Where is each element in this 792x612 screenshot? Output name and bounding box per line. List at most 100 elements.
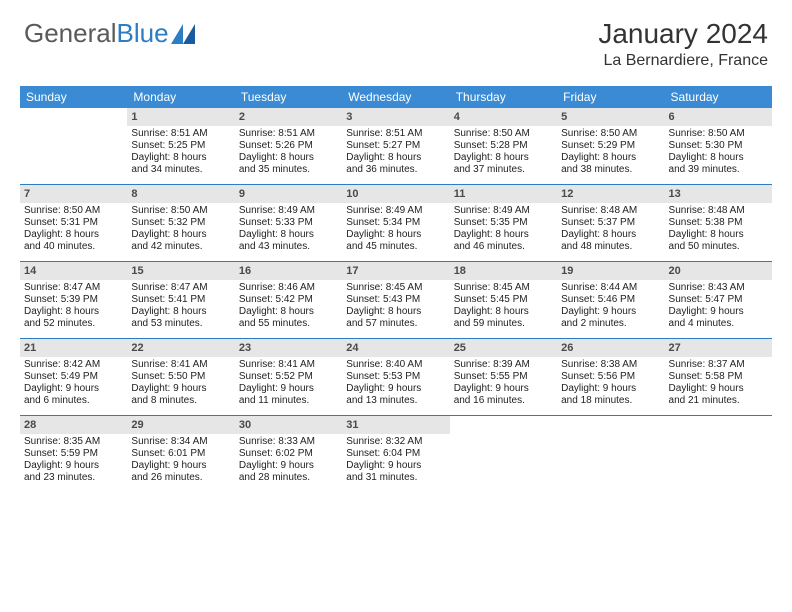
calendar-cell: 20Sunrise: 8:43 AMSunset: 5:47 PMDayligh… (665, 262, 772, 338)
day-details: Sunrise: 8:46 AMSunset: 5:42 PMDaylight:… (235, 280, 342, 334)
sunset-text: Sunset: 5:26 PM (239, 140, 338, 152)
calendar-header-row: SundayMondayTuesdayWednesdayThursdayFrid… (20, 86, 772, 108)
daylight-text: and 11 minutes. (239, 395, 338, 407)
day-details: Sunrise: 8:48 AMSunset: 5:37 PMDaylight:… (557, 203, 664, 257)
calendar-week: 28Sunrise: 8:35 AMSunset: 5:59 PMDayligh… (20, 416, 772, 492)
sunset-text: Sunset: 5:59 PM (24, 448, 123, 460)
sunset-text: Sunset: 5:32 PM (131, 217, 230, 229)
daylight-text: Daylight: 8 hours (239, 152, 338, 164)
logo-text-gray: General (24, 18, 117, 49)
daylight-text: and 16 minutes. (454, 395, 553, 407)
sunset-text: Sunset: 5:42 PM (239, 294, 338, 306)
day-number: 27 (665, 339, 772, 357)
daylight-text: and 2 minutes. (561, 318, 660, 330)
sunrise-text: Sunrise: 8:50 AM (669, 128, 768, 140)
sunrise-text: Sunrise: 8:42 AM (24, 359, 123, 371)
sunset-text: Sunset: 6:01 PM (131, 448, 230, 460)
daylight-text: Daylight: 8 hours (561, 152, 660, 164)
daylight-text: Daylight: 9 hours (239, 460, 338, 472)
day-number: 10 (342, 185, 449, 203)
daylight-text: Daylight: 8 hours (669, 229, 768, 241)
location-label: La Bernardiere, France (598, 52, 768, 70)
sunset-text: Sunset: 5:29 PM (561, 140, 660, 152)
calendar-cell: 25Sunrise: 8:39 AMSunset: 5:55 PMDayligh… (450, 339, 557, 415)
calendar-cell: 30Sunrise: 8:33 AMSunset: 6:02 PMDayligh… (235, 416, 342, 492)
day-number: 19 (557, 262, 664, 280)
calendar-cell: 2Sunrise: 8:51 AMSunset: 5:26 PMDaylight… (235, 108, 342, 184)
day-number: 22 (127, 339, 234, 357)
day-number: 16 (235, 262, 342, 280)
day-number: 5 (557, 108, 664, 126)
sunrise-text: Sunrise: 8:47 AM (131, 282, 230, 294)
calendar-cell: 1Sunrise: 8:51 AMSunset: 5:25 PMDaylight… (127, 108, 234, 184)
sunrise-text: Sunrise: 8:41 AM (239, 359, 338, 371)
sunrise-text: Sunrise: 8:40 AM (346, 359, 445, 371)
sunrise-text: Sunrise: 8:37 AM (669, 359, 768, 371)
day-details: Sunrise: 8:37 AMSunset: 5:58 PMDaylight:… (665, 357, 772, 411)
daylight-text: Daylight: 9 hours (669, 383, 768, 395)
day-number: 3 (342, 108, 449, 126)
calendar-cell: 6Sunrise: 8:50 AMSunset: 5:30 PMDaylight… (665, 108, 772, 184)
sunrise-text: Sunrise: 8:38 AM (561, 359, 660, 371)
day-number: 8 (127, 185, 234, 203)
calendar-cell: 13Sunrise: 8:48 AMSunset: 5:38 PMDayligh… (665, 185, 772, 261)
daylight-text: Daylight: 8 hours (24, 229, 123, 241)
daylight-text: and 46 minutes. (454, 241, 553, 253)
sunrise-text: Sunrise: 8:39 AM (454, 359, 553, 371)
day-details: Sunrise: 8:49 AMSunset: 5:35 PMDaylight:… (450, 203, 557, 257)
day-number: 2 (235, 108, 342, 126)
sunrise-text: Sunrise: 8:44 AM (561, 282, 660, 294)
daylight-text: and 36 minutes. (346, 164, 445, 176)
sunset-text: Sunset: 5:53 PM (346, 371, 445, 383)
sunset-text: Sunset: 5:55 PM (454, 371, 553, 383)
calendar-cell: . (557, 416, 664, 492)
daylight-text: Daylight: 9 hours (454, 383, 553, 395)
sunrise-text: Sunrise: 8:41 AM (131, 359, 230, 371)
daylight-text: Daylight: 8 hours (454, 152, 553, 164)
calendar-cell: . (450, 416, 557, 492)
daylight-text: and 26 minutes. (131, 472, 230, 484)
day-details: Sunrise: 8:41 AMSunset: 5:52 PMDaylight:… (235, 357, 342, 411)
logo-text-blue: Blue (117, 18, 169, 49)
daylight-text: and 4 minutes. (669, 318, 768, 330)
day-details: Sunrise: 8:50 AMSunset: 5:28 PMDaylight:… (450, 126, 557, 180)
calendar-cell: 28Sunrise: 8:35 AMSunset: 5:59 PMDayligh… (20, 416, 127, 492)
sunrise-text: Sunrise: 8:32 AM (346, 436, 445, 448)
calendar-cell: 8Sunrise: 8:50 AMSunset: 5:32 PMDaylight… (127, 185, 234, 261)
calendar-cell: . (665, 416, 772, 492)
day-details: Sunrise: 8:50 AMSunset: 5:30 PMDaylight:… (665, 126, 772, 180)
daylight-text: and 8 minutes. (131, 395, 230, 407)
day-details: Sunrise: 8:33 AMSunset: 6:02 PMDaylight:… (235, 434, 342, 488)
day-number: 28 (20, 416, 127, 434)
day-details: Sunrise: 8:44 AMSunset: 5:46 PMDaylight:… (557, 280, 664, 334)
sunset-text: Sunset: 5:25 PM (131, 140, 230, 152)
daylight-text: Daylight: 9 hours (131, 383, 230, 395)
day-number: 23 (235, 339, 342, 357)
daylight-text: and 37 minutes. (454, 164, 553, 176)
daylight-text: and 40 minutes. (24, 241, 123, 253)
sunset-text: Sunset: 5:34 PM (346, 217, 445, 229)
sunset-text: Sunset: 5:58 PM (669, 371, 768, 383)
sunset-text: Sunset: 5:52 PM (239, 371, 338, 383)
day-details: Sunrise: 8:47 AMSunset: 5:41 PMDaylight:… (127, 280, 234, 334)
daylight-text: Daylight: 9 hours (346, 383, 445, 395)
day-number: 26 (557, 339, 664, 357)
sunrise-text: Sunrise: 8:49 AM (239, 205, 338, 217)
day-number: 15 (127, 262, 234, 280)
calendar-week: .1Sunrise: 8:51 AMSunset: 5:25 PMDayligh… (20, 108, 772, 185)
sunrise-text: Sunrise: 8:34 AM (131, 436, 230, 448)
daylight-text: and 48 minutes. (561, 241, 660, 253)
month-title: January 2024 (598, 18, 768, 50)
calendar-grid: SundayMondayTuesdayWednesdayThursdayFrid… (20, 86, 772, 492)
calendar-cell: 31Sunrise: 8:32 AMSunset: 6:04 PMDayligh… (342, 416, 449, 492)
daylight-text: and 18 minutes. (561, 395, 660, 407)
page-header: GeneralBlue January 2024 La Bernardiere,… (0, 0, 792, 80)
sunset-text: Sunset: 5:46 PM (561, 294, 660, 306)
day-number: 30 (235, 416, 342, 434)
daylight-text: and 31 minutes. (346, 472, 445, 484)
day-label: Wednesday (342, 86, 449, 108)
calendar-cell: 18Sunrise: 8:45 AMSunset: 5:45 PMDayligh… (450, 262, 557, 338)
sunrise-text: Sunrise: 8:50 AM (561, 128, 660, 140)
daylight-text: Daylight: 8 hours (239, 229, 338, 241)
sunset-text: Sunset: 5:49 PM (24, 371, 123, 383)
